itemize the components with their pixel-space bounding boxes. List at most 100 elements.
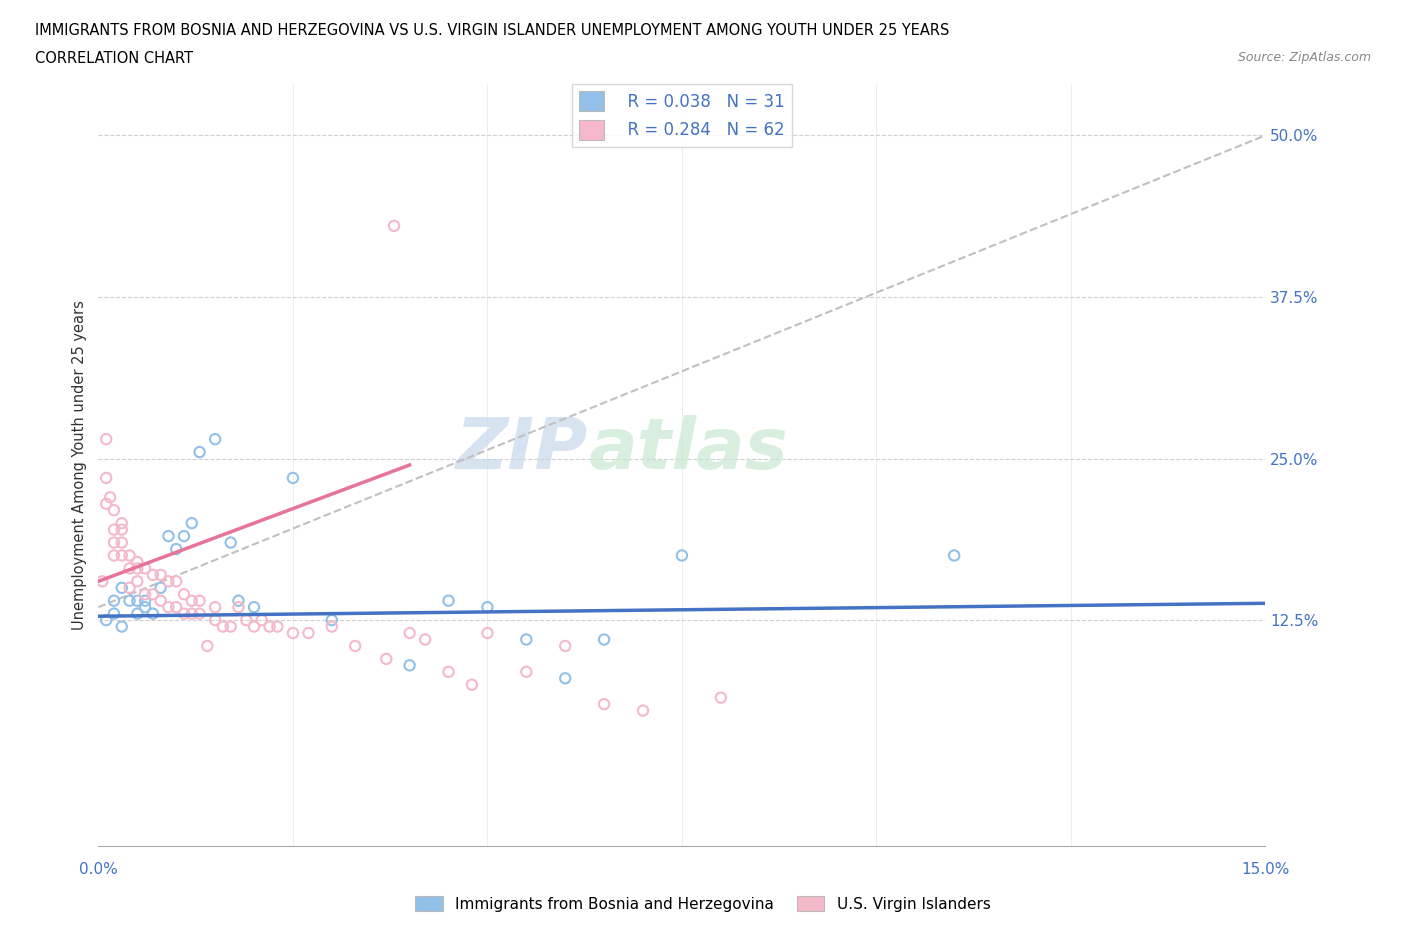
Point bbox=[943, 548, 966, 563]
Point bbox=[103, 503, 125, 518]
Point bbox=[321, 613, 343, 628]
Point bbox=[204, 432, 226, 446]
Point bbox=[321, 619, 343, 634]
Text: ZIP: ZIP bbox=[457, 416, 589, 485]
Point bbox=[149, 580, 172, 595]
Point bbox=[461, 677, 484, 692]
Point bbox=[118, 580, 141, 595]
Point bbox=[111, 535, 134, 550]
Point bbox=[188, 606, 211, 621]
Point bbox=[96, 497, 118, 512]
Point bbox=[111, 619, 134, 634]
Point bbox=[142, 587, 165, 602]
Text: IMMIGRANTS FROM BOSNIA AND HERZEGOVINA VS U.S. VIRGIN ISLANDER UNEMPLOYMENT AMON: IMMIGRANTS FROM BOSNIA AND HERZEGOVINA V… bbox=[35, 23, 949, 38]
Point bbox=[142, 567, 165, 582]
Point bbox=[477, 626, 499, 641]
Point bbox=[118, 561, 141, 576]
Point bbox=[127, 574, 149, 589]
Point bbox=[398, 658, 420, 672]
Point bbox=[593, 632, 616, 647]
Point bbox=[173, 528, 195, 543]
Point bbox=[103, 548, 125, 563]
Point bbox=[671, 548, 693, 563]
Point bbox=[157, 600, 180, 615]
Point bbox=[188, 445, 211, 459]
Point bbox=[173, 587, 195, 602]
Point bbox=[180, 516, 202, 531]
Point bbox=[413, 632, 436, 647]
Point bbox=[118, 593, 141, 608]
Point bbox=[631, 703, 654, 718]
Point bbox=[165, 541, 187, 556]
Point bbox=[554, 671, 576, 685]
Point bbox=[259, 619, 281, 634]
Point bbox=[375, 651, 398, 666]
Point bbox=[91, 574, 114, 589]
Point bbox=[243, 600, 266, 615]
Point bbox=[103, 535, 125, 550]
Point bbox=[219, 619, 242, 634]
Point bbox=[437, 593, 460, 608]
Point bbox=[96, 613, 118, 628]
Point bbox=[111, 580, 134, 595]
Text: Source: ZipAtlas.com: Source: ZipAtlas.com bbox=[1237, 51, 1371, 64]
Point bbox=[157, 574, 180, 589]
Text: CORRELATION CHART: CORRELATION CHART bbox=[35, 51, 193, 66]
Point bbox=[103, 606, 125, 621]
Point bbox=[297, 626, 319, 641]
Point bbox=[157, 528, 180, 543]
Point bbox=[398, 626, 420, 641]
Point bbox=[134, 587, 156, 602]
Point bbox=[98, 490, 121, 505]
Point bbox=[127, 561, 149, 576]
Point bbox=[127, 593, 149, 608]
Y-axis label: Unemployment Among Youth under 25 years: Unemployment Among Youth under 25 years bbox=[72, 300, 87, 630]
Legend:   R = 0.038   N = 31,   R = 0.284   N = 62: R = 0.038 N = 31, R = 0.284 N = 62 bbox=[572, 85, 792, 147]
Point bbox=[149, 593, 172, 608]
Point bbox=[127, 606, 149, 621]
Point bbox=[134, 600, 156, 615]
Point bbox=[250, 613, 273, 628]
Point bbox=[281, 626, 304, 641]
Point bbox=[165, 574, 187, 589]
Point bbox=[180, 593, 202, 608]
Point bbox=[228, 593, 250, 608]
Point bbox=[593, 697, 616, 711]
Point bbox=[111, 548, 134, 563]
Point bbox=[710, 690, 733, 705]
Point bbox=[188, 593, 211, 608]
Text: 15.0%: 15.0% bbox=[1241, 862, 1289, 877]
Point bbox=[204, 613, 226, 628]
Point bbox=[382, 219, 405, 233]
Point bbox=[204, 600, 226, 615]
Point bbox=[149, 567, 172, 582]
Point bbox=[266, 619, 288, 634]
Text: atlas: atlas bbox=[589, 416, 789, 485]
Point bbox=[235, 613, 257, 628]
Point bbox=[437, 664, 460, 679]
Point bbox=[243, 619, 266, 634]
Point bbox=[142, 606, 165, 621]
Point bbox=[180, 606, 202, 621]
Point bbox=[118, 548, 141, 563]
Point bbox=[515, 664, 537, 679]
Point bbox=[477, 600, 499, 615]
Point bbox=[173, 606, 195, 621]
Point bbox=[515, 632, 537, 647]
Point bbox=[96, 432, 118, 446]
Point bbox=[103, 593, 125, 608]
Point bbox=[228, 600, 250, 615]
Point bbox=[111, 516, 134, 531]
Point bbox=[103, 522, 125, 537]
Point bbox=[96, 471, 118, 485]
Point bbox=[344, 639, 367, 654]
Point bbox=[111, 522, 134, 537]
Point bbox=[195, 639, 218, 654]
Point bbox=[127, 554, 149, 569]
Text: 0.0%: 0.0% bbox=[79, 862, 118, 877]
Point bbox=[554, 639, 576, 654]
Point bbox=[134, 561, 156, 576]
Point bbox=[219, 535, 242, 550]
Point bbox=[212, 619, 235, 634]
Point bbox=[165, 600, 187, 615]
